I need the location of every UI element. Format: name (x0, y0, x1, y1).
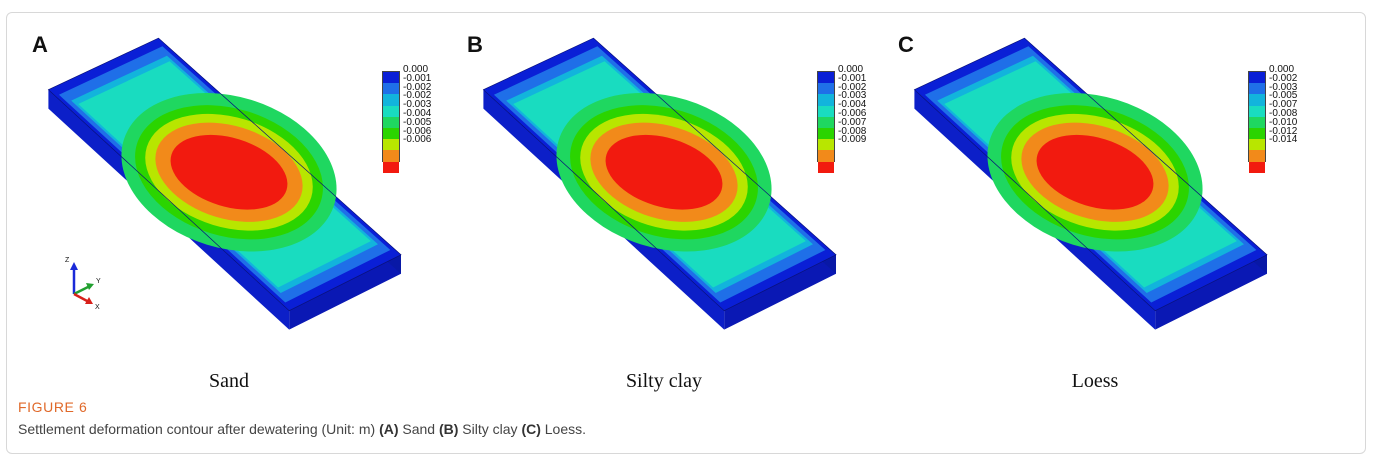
caption-panel-ref: (A) (379, 421, 399, 437)
legend-swatch (1249, 150, 1265, 162)
contour-band (170, 134, 288, 210)
figure-label: FIGURE 6 (18, 399, 88, 415)
legend-swatch (818, 105, 834, 117)
legend-value: -0.001 (403, 72, 432, 84)
legend-swatch (383, 94, 399, 106)
legend-colorbar (817, 71, 835, 173)
panel-b: B 0.000 -0.001 -0.002 -0.003 -0.004 -0.006 -0.… (449, 22, 879, 392)
caption-text: Silty clay (458, 421, 522, 437)
legend-value: -0.006 (403, 134, 432, 146)
figure-frame (6, 12, 1366, 454)
legend-value: -0.003 (403, 99, 432, 111)
slab-front-face (1155, 254, 1267, 330)
legend-labels: 0.000 -0.001 -0.002 -0.003 -0.004 -0.006 -0.00… (838, 64, 898, 146)
settlement-contour-plot (47, 37, 402, 330)
legend-value: -0.004 (403, 107, 432, 119)
axis-y-label: Y (96, 278, 101, 285)
axis-z-label: Z (65, 257, 70, 264)
legend-value: -0.001 (838, 72, 867, 84)
axis-x-label: X (95, 304, 100, 311)
legend-value: -0.009 (838, 134, 867, 146)
legend-value: -0.006 (403, 125, 432, 137)
legend-swatch (383, 127, 399, 140)
legend-swatch (383, 150, 399, 162)
legend-value: -0.014 (1269, 134, 1298, 146)
panel-letter: A (32, 32, 48, 57)
legend-swatch (383, 116, 399, 128)
figure-caption: Settlement deformation contour after dew… (18, 421, 586, 437)
slab-outline (47, 37, 402, 312)
legend-swatch (1249, 116, 1265, 128)
legend-value: -0.005 (403, 116, 432, 128)
contour-band (1036, 134, 1154, 210)
legend-value: -0.002 (403, 81, 432, 93)
legend-swatch (1249, 94, 1265, 106)
legend-swatch (818, 150, 834, 162)
legend-swatch (1249, 105, 1265, 117)
legend-value: -0.012 (1269, 125, 1298, 137)
settlement-contour-plot (482, 37, 837, 330)
legend-value: -0.008 (1269, 107, 1298, 119)
panel-a: A 0.000 -0.001 -0.002 -0.002 -0.003 -0.004 -0.… (14, 22, 444, 392)
legend-value: -0.005 (1269, 90, 1298, 102)
caption-text: Sand (398, 421, 439, 437)
legend-swatch (818, 116, 834, 128)
legend-value: -0.004 (838, 99, 867, 111)
legend-swatch (1249, 139, 1265, 151)
axis-triad-icon: Z Y X (62, 252, 122, 317)
slab-outline (913, 37, 1268, 312)
legend-swatch (818, 72, 834, 84)
contour-band (605, 134, 723, 210)
slab-front-face (724, 254, 836, 330)
legend-labels: 0.000 -0.002 -0.003 -0.005 -0.007 -0.008 -0.01… (1269, 64, 1329, 146)
legend-colorbar (382, 71, 400, 173)
legend-swatch (818, 139, 834, 151)
panel-caption: Silty clay (625, 370, 703, 392)
panel-caption: Sand (209, 370, 249, 392)
legend-swatch (383, 83, 399, 95)
caption-panel-ref: (B) (438, 421, 459, 437)
legend-value: -0.002 (1269, 72, 1298, 84)
settlement-contour-plot (913, 37, 1268, 330)
legend-value: -0.003 (838, 90, 867, 102)
legend-value: -0.002 (403, 90, 432, 102)
legend-swatch (383, 72, 399, 84)
legend-swatch (1249, 72, 1265, 84)
caption-text: Settlement deformation contour after dew… (18, 421, 380, 437)
legend-value: -0.006 (838, 107, 867, 119)
legend-value: -0.007 (838, 116, 867, 128)
legend-value: -0.008 (838, 125, 867, 137)
slab-front-face (289, 254, 401, 330)
caption-text: Loess. (540, 421, 587, 437)
slab-outline (482, 37, 837, 312)
legend-swatch (818, 83, 834, 95)
legend-value: -0.003 (1269, 81, 1298, 93)
caption-panel-ref: (C) (521, 421, 541, 437)
legend-value: -0.010 (1269, 116, 1298, 128)
legend-value: 0.000 (403, 64, 429, 75)
panel-c: C 0.000 -0.002 -0.003 -0.005 -0.007 -0.008 -0.… (880, 22, 1310, 392)
legend-value: 0.000 (838, 64, 864, 75)
legend-swatch (818, 94, 834, 106)
legend-colorbar (1248, 71, 1266, 173)
panel-letter: B (467, 32, 483, 57)
legend-swatch (383, 139, 399, 151)
panel-letter: C (898, 32, 914, 57)
legend-labels: 0.000 -0.001 -0.002 -0.002 -0.003 -0.004 -0.00… (403, 64, 463, 146)
panel-caption: Loess (1071, 370, 1119, 392)
legend-value: -0.007 (1269, 99, 1298, 111)
legend-swatch (1249, 161, 1265, 173)
legend-swatch (818, 161, 834, 173)
legend-swatch (818, 127, 834, 140)
legend-value: -0.002 (838, 81, 867, 93)
legend-value: 0.000 (1269, 64, 1295, 75)
legend-swatch (383, 105, 399, 117)
legend-swatch (383, 161, 399, 173)
legend-swatch (1249, 127, 1265, 140)
legend-swatch (1249, 83, 1265, 95)
